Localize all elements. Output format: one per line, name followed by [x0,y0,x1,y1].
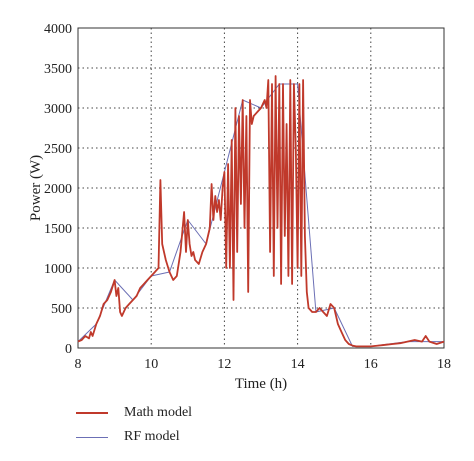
y-tick-label: 2000 [44,182,72,197]
x-axis-label: Time (h) [235,376,287,392]
x-tick-label: 14 [291,357,305,372]
power-chart: 8 10 12 14 16 18 0 500 1000 1500 2000 2500 3000 3500… [28,22,452,392]
y-tick-label: 3000 [44,102,72,117]
y-tick-label: 0 [65,342,72,357]
x-tick-label: 8 [75,357,82,372]
x-tick-label: 18 [437,357,451,372]
x-tick-label: 10 [144,357,158,372]
y-tick-label: 4000 [44,22,72,37]
legend-item-math-model: Math model [76,401,192,425]
legend-swatch-math-model [76,412,108,414]
legend-label-math-model: Math model [124,405,193,420]
x-tick-label: 16 [364,357,378,372]
legend-label-rf-model: RF model [124,429,180,444]
plot-frame [77,27,445,349]
series-layer [77,75,445,348]
x-tick-label: 12 [217,357,231,372]
y-tick-label: 1000 [44,262,72,277]
y-tick-label: 3500 [44,62,72,77]
y-tick-label: 500 [51,302,72,317]
x-tick-labels: 8 10 12 14 16 18 [75,357,452,372]
y-tick-labels: 0 500 1000 1500 2000 2500 3000 3500 4000 [44,22,72,357]
grid-lines [78,28,444,348]
series-line-rf-model [77,83,444,347]
y-axis-label: Power (W) [28,155,44,221]
legend: Math model RF model [76,401,192,449]
legend-item-rf-model: RF model [76,425,192,449]
series-line-math-model [77,75,445,348]
y-tick-label: 1500 [44,222,72,237]
y-tick-label: 2500 [44,142,72,157]
legend-swatch-rf-model [76,436,108,438]
